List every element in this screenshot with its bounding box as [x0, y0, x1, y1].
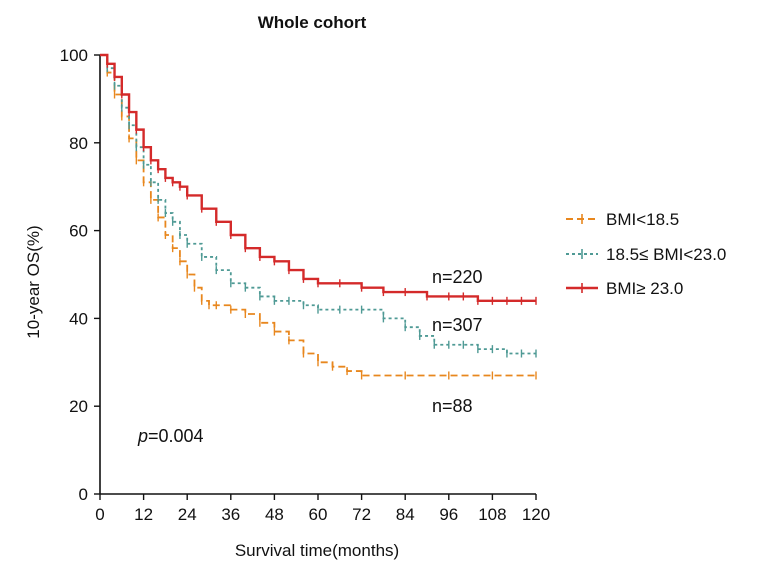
legend-label-bmi-high: BMI≥ 23.0 — [606, 279, 683, 298]
x-tick-label: 12 — [134, 505, 153, 524]
count-label-bmi-normal: n=307 — [432, 315, 483, 335]
x-tick-label: 24 — [178, 505, 197, 524]
y-tick-label: 100 — [60, 46, 88, 65]
x-axis-title: Survival time(months) — [235, 541, 399, 560]
x-tick-label: 96 — [439, 505, 458, 524]
legend: BMI<18.5 18.5≤ BMI<23.0 BMI≥ 23.0 — [566, 210, 726, 298]
x-tick-label: 108 — [478, 505, 506, 524]
y-ticks: 0 20 40 60 80 100 — [60, 46, 100, 504]
x-tick-label: 72 — [352, 505, 371, 524]
count-label-bmi-high: n=220 — [432, 267, 483, 287]
y-tick-label: 60 — [69, 222, 88, 241]
legend-item-bmi-low: BMI<18.5 — [566, 210, 679, 229]
y-tick-label: 80 — [69, 134, 88, 153]
legend-label-bmi-normal: 18.5≤ BMI<23.0 — [606, 245, 726, 264]
y-tick-label: 20 — [69, 397, 88, 416]
series-line-2 — [100, 53, 536, 303]
legend-item-bmi-normal: 18.5≤ BMI<23.0 — [566, 245, 726, 264]
legend-item-bmi-high: BMI≥ 23.0 — [566, 279, 683, 298]
p-value-annotation: p=0.004 — [137, 426, 204, 446]
count-label-bmi-low: n=88 — [432, 396, 473, 416]
x-tick-label: 0 — [95, 505, 104, 524]
x-tick-label: 84 — [396, 505, 415, 524]
p-value-symbol: p — [137, 426, 148, 446]
x-ticks: 0 12 24 36 48 60 72 84 96 108 120 — [95, 494, 550, 524]
series-line-0 — [100, 54, 536, 377]
x-tick-label: 48 — [265, 505, 284, 524]
y-axis-title: 10-year OS(%) — [24, 225, 43, 338]
chart-title: Whole cohort — [258, 13, 367, 32]
x-tick-label: 60 — [309, 505, 328, 524]
p-value-number: =0.004 — [148, 426, 204, 446]
series-layer — [100, 53, 537, 380]
y-tick-label: 40 — [69, 309, 88, 328]
legend-label-bmi-low: BMI<18.5 — [606, 210, 679, 229]
x-tick-label: 36 — [221, 505, 240, 524]
y-tick-label: 0 — [79, 485, 88, 504]
x-tick-label: 120 — [522, 505, 550, 524]
